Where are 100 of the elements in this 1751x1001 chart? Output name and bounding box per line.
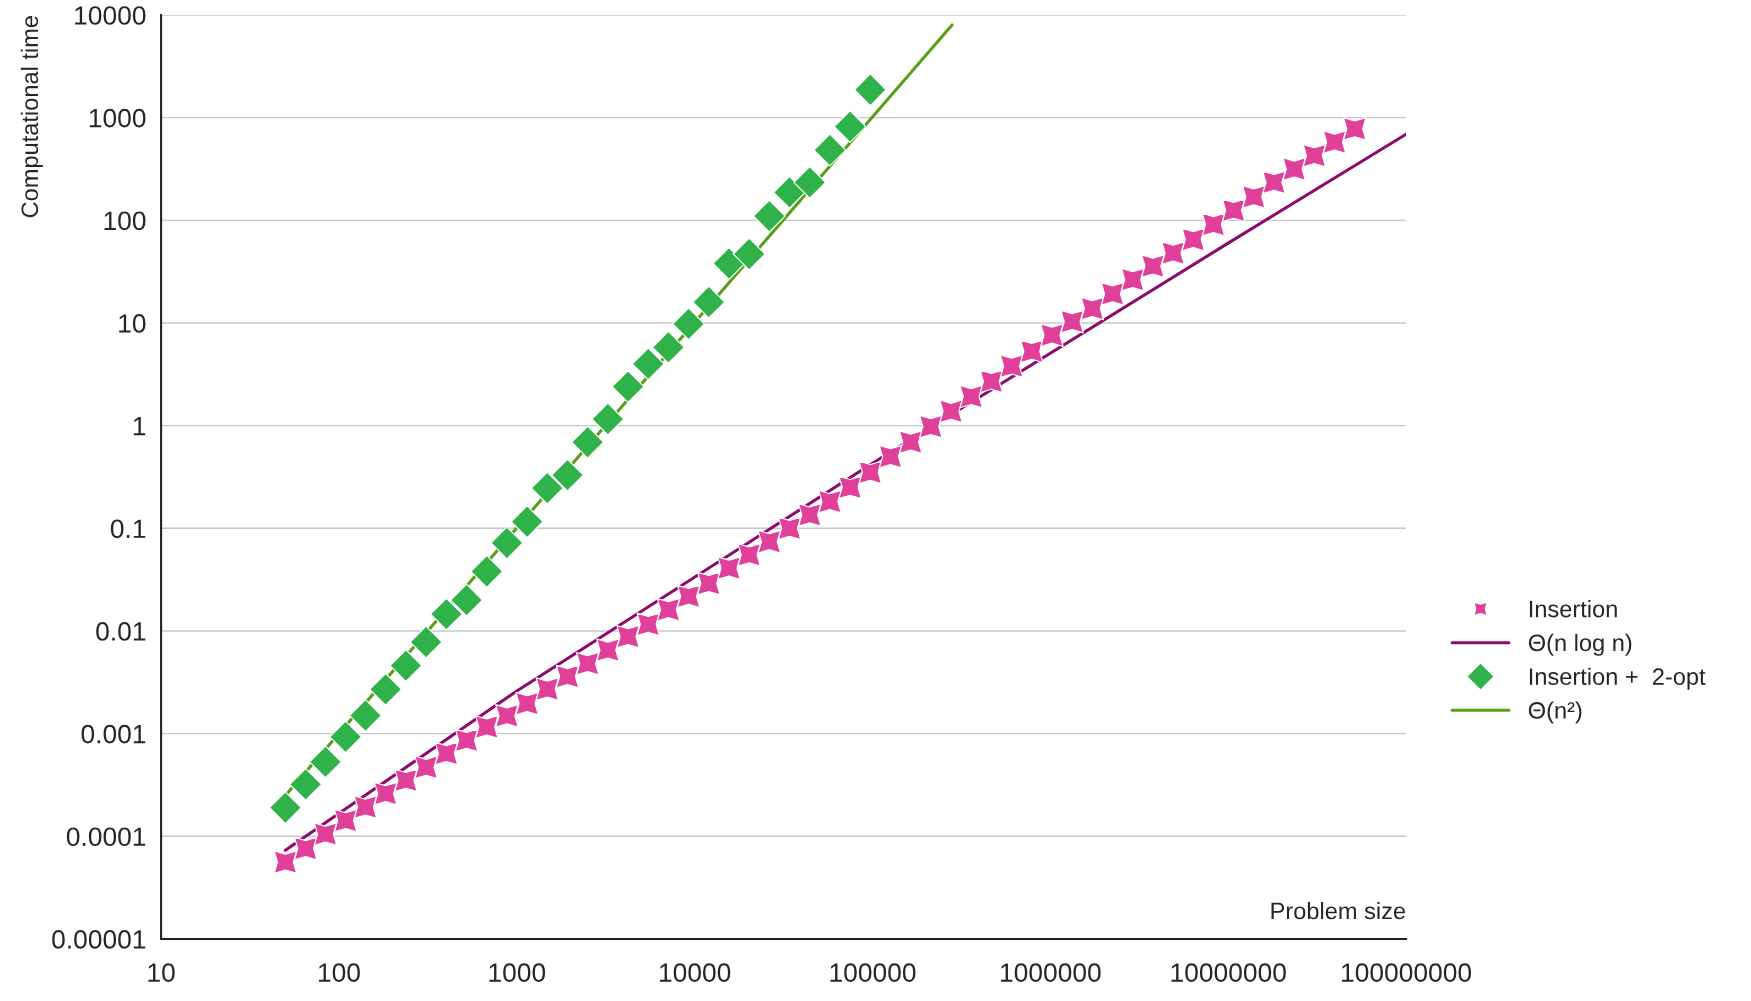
point (1120, 267, 1145, 292)
point (495, 704, 519, 728)
point (510, 505, 544, 539)
point (555, 664, 580, 689)
y-tick-label: 0.1 (110, 519, 146, 539)
point (1221, 198, 1246, 223)
point (475, 715, 499, 739)
point (672, 307, 705, 341)
point (596, 638, 620, 662)
x-tick-label: 1000 (489, 963, 546, 982)
y-tick-label: 10000 (75, 6, 146, 25)
point (697, 571, 721, 596)
legend-label: Insertion + 2-opt (1529, 667, 1706, 690)
point (409, 625, 443, 659)
point (712, 247, 746, 280)
point (289, 768, 323, 801)
point (631, 347, 665, 381)
x-tick-label: 100000000 (1342, 963, 1472, 982)
point (858, 460, 883, 485)
y-tick-label: 1000 (89, 108, 146, 128)
y-tick-label: 1 (133, 417, 146, 436)
point (737, 543, 761, 567)
point (1080, 296, 1105, 321)
point (454, 728, 479, 753)
point (616, 624, 640, 649)
point (349, 699, 382, 732)
point (450, 583, 483, 617)
point (1161, 241, 1185, 265)
legend-label: Insertion (1529, 600, 1617, 618)
point (353, 795, 378, 819)
point (309, 745, 342, 779)
point (535, 677, 560, 701)
point (490, 526, 524, 560)
point (676, 584, 701, 609)
point (611, 370, 645, 404)
point (959, 384, 983, 409)
legend-label: Θ(n log n) (1528, 633, 1632, 656)
point (838, 475, 862, 500)
point (656, 597, 681, 622)
point (777, 516, 802, 541)
x-tick-label: 100000 (830, 963, 916, 982)
y-tick-label: 0.0001 (66, 827, 146, 847)
point (939, 399, 963, 424)
point (757, 529, 782, 554)
point (652, 330, 685, 364)
y-tick-label: 100 (104, 211, 146, 231)
point (1282, 157, 1306, 181)
x-tick-label: 10000000 (1171, 963, 1286, 982)
point (636, 612, 660, 637)
point (1040, 323, 1064, 347)
point (373, 781, 398, 806)
point (773, 176, 806, 209)
x-tick-label: 10 (148, 963, 175, 982)
point (1342, 117, 1367, 141)
x-tick-label: 100 (318, 963, 360, 982)
point (1302, 143, 1327, 168)
point (878, 444, 903, 469)
x-tick-label: 1000000 (1001, 963, 1101, 982)
point (430, 597, 463, 631)
point (979, 369, 1004, 394)
point (571, 425, 605, 459)
point (793, 166, 827, 199)
point (833, 110, 867, 143)
point (1141, 254, 1165, 278)
point (434, 741, 459, 766)
y-tick-label: 0.01 (96, 622, 146, 641)
y-tick-label: 0.00001 (52, 930, 146, 949)
y-axis-title: Computational time (20, 16, 43, 218)
point (1181, 227, 1206, 252)
point (369, 672, 403, 706)
point (919, 414, 943, 439)
point (470, 555, 504, 588)
point (389, 649, 423, 682)
point (1100, 282, 1125, 306)
point (530, 471, 564, 505)
y-tick-label: 0.001 (81, 724, 146, 744)
point (1262, 170, 1286, 195)
y-tick-label: 10 (119, 314, 146, 333)
point (394, 768, 418, 793)
point (853, 73, 887, 107)
point (329, 720, 362, 754)
point (732, 237, 766, 271)
point (575, 651, 600, 676)
point (414, 755, 438, 780)
point (818, 489, 842, 514)
point (999, 354, 1024, 378)
point (797, 503, 822, 527)
point (752, 199, 786, 233)
point (551, 458, 584, 492)
point (333, 808, 358, 833)
x-axis-title: Problem size (1271, 901, 1406, 920)
point (1242, 185, 1266, 209)
point (591, 402, 625, 436)
point (1060, 309, 1084, 334)
point (515, 691, 539, 716)
legend-label: Θ(n²) (1528, 701, 1582, 724)
point (692, 285, 726, 319)
point (1201, 212, 1226, 237)
point (813, 133, 847, 167)
point (1322, 130, 1347, 154)
